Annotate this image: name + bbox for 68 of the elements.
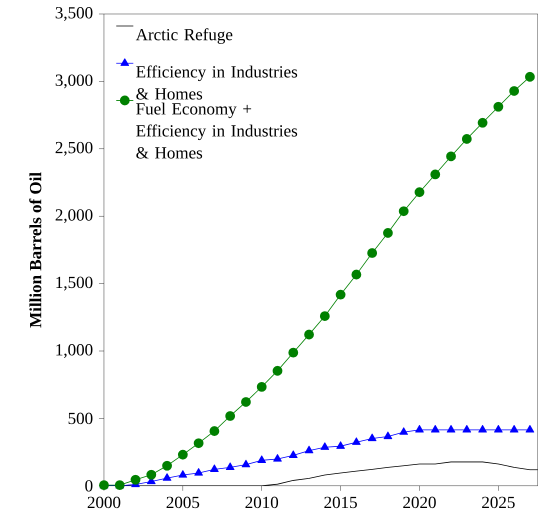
point <box>178 450 188 460</box>
point <box>272 366 282 376</box>
point <box>352 437 361 446</box>
x-tick-label: 2015 <box>324 496 357 508</box>
point <box>194 438 204 448</box>
point <box>525 72 535 82</box>
point <box>304 446 314 454</box>
y-tick-label: 3,500 <box>56 7 92 22</box>
point <box>146 470 156 480</box>
legend-label: Efficiency in Industries & Homes <box>136 66 298 100</box>
point <box>162 460 172 471</box>
point <box>242 460 250 468</box>
point <box>320 311 330 322</box>
y-tick-label: 2,500 <box>56 142 92 156</box>
point <box>384 432 392 440</box>
x-tick-label: 2005 <box>166 496 200 508</box>
point <box>478 425 487 433</box>
point <box>288 450 298 458</box>
point <box>493 102 504 112</box>
point <box>162 473 172 481</box>
point <box>526 425 534 433</box>
point <box>273 454 282 462</box>
point <box>368 434 376 442</box>
point <box>446 152 456 162</box>
point <box>257 456 266 464</box>
point <box>130 474 140 485</box>
point <box>462 134 472 144</box>
point <box>320 442 330 450</box>
y-tick-label: 3,000 <box>56 74 92 88</box>
point <box>226 462 234 470</box>
y-tick-label: 0 <box>85 480 92 492</box>
point <box>414 187 424 198</box>
point <box>178 470 188 478</box>
point <box>336 290 346 300</box>
point <box>462 425 472 433</box>
point <box>225 411 236 421</box>
point <box>478 118 488 128</box>
point <box>367 248 378 258</box>
point <box>446 425 456 433</box>
point <box>415 425 424 433</box>
x-tick-label: 2010 <box>245 496 278 508</box>
y-axis-title: Million Barrels of Oil <box>29 172 42 328</box>
point <box>351 270 362 280</box>
point <box>210 464 219 472</box>
legend-label: Fuel Economy + Efficiency in Industries & Homes <box>136 102 298 159</box>
point <box>304 330 314 340</box>
y-tick-label: 500 <box>68 412 92 424</box>
point <box>430 170 440 180</box>
point <box>256 382 267 392</box>
point <box>288 348 298 358</box>
point <box>210 426 220 436</box>
x-tick-label: 2020 <box>403 496 436 508</box>
legend-label: Arctic Refuge <box>136 28 232 44</box>
point <box>399 427 408 435</box>
point <box>194 468 203 476</box>
y-tick-label: 2,000 <box>56 209 92 224</box>
y-tick-label: 1,000 <box>56 344 92 358</box>
point <box>398 206 409 216</box>
point <box>509 86 520 96</box>
y-tick-label: 1,500 <box>56 276 92 291</box>
point <box>430 425 440 433</box>
point <box>241 397 251 407</box>
x-tick-label: 2025 <box>482 496 515 508</box>
point <box>336 441 345 449</box>
point <box>510 425 518 433</box>
point <box>383 228 393 238</box>
point <box>494 425 503 433</box>
x-tick-label: 2000 <box>88 496 120 508</box>
